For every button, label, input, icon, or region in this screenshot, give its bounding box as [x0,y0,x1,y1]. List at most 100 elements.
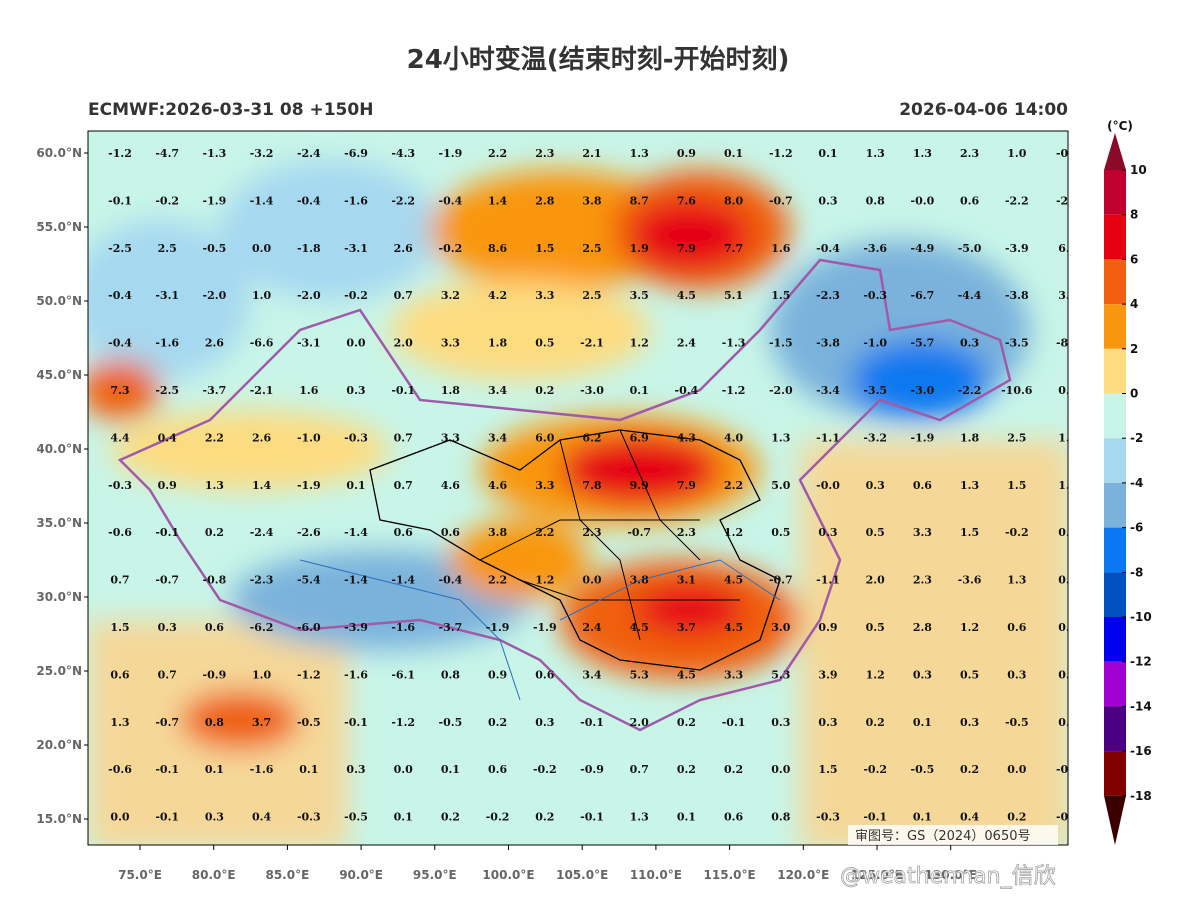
grid-value: 0.3 [1007,668,1026,681]
grid-value: -0.5 [344,811,368,824]
colorbar-label: 2 [1130,342,1138,356]
grid-value: 7.7 [724,242,743,255]
grid-value: -2.2 [1005,194,1029,207]
grid-value: 0.6 [441,526,460,539]
grid-value: -6.1 [391,668,415,681]
grid-value: -6.2 [250,621,274,634]
grid-value: 3.3 [535,479,554,492]
grid-value: 7.8 [582,479,601,492]
grid-value: -0.1 [580,811,604,824]
grid-value: 2.3 [960,147,979,160]
title: 24小时变温(结束时刻-开始时刻) [407,44,790,75]
grid-value: 0.0 [394,763,413,776]
grid-value: 0.7 [158,668,177,681]
grid-value: 0.0 [582,574,601,587]
grid-value: -3.8 [1005,289,1029,302]
grid-value: -3.7 [439,621,463,634]
grid-value: 0.0 [110,811,129,824]
colorbar-label: 0 [1130,387,1138,401]
lat-label: 50.0°N [36,294,82,308]
grid-value: 3.1 [677,574,696,587]
colorbar-segment [1104,617,1126,662]
grid-value: -1.4 [250,194,274,207]
grid-value: 2.5 [158,242,177,255]
grid-value: 1.3 [1007,574,1026,587]
grid-value: 5.0 [771,479,790,492]
grid-value: -0.5 [439,716,463,729]
grid-value: 6. [1058,242,1069,255]
grid-value: 1.3 [866,147,885,160]
lat-label: 35.0°N [36,516,82,530]
grid-value: 2.0 [866,574,885,587]
grid-value: 0.4 [158,431,177,444]
grid-value: 4.5 [724,574,743,587]
grid-value: -2.3 [250,574,274,587]
grid-value: 0.3 [913,668,932,681]
grid-value: -1.9 [297,479,321,492]
grid-value: -0.5 [1005,716,1029,729]
grid-value: 0.7 [394,431,413,444]
grid-value: 7.6 [677,194,696,207]
grid-value: -3.2 [863,431,887,444]
grid-value: -1.3 [203,147,227,160]
grid-value: 2.6 [394,242,413,255]
grid-value: 0.1 [394,811,413,824]
grid-value: -0.3 [108,479,132,492]
grid-value: 3.2 [441,289,460,302]
grid-value: -0.2 [1005,526,1029,539]
grid-value: 1.4 [488,194,507,207]
grid-value: 1.2 [866,668,885,681]
grid-value: -0.9 [580,763,604,776]
colorbar-segment [1104,438,1126,483]
lon-label: 85.0°E [265,868,309,882]
colorbar-unit: (°C) [1107,119,1133,133]
grid-value: 0.3 [960,716,979,729]
grid-value: 0.9 [818,621,837,634]
grid-value: -0.7 [155,574,179,587]
grid-value: 0.5 [866,526,885,539]
grid-value: -2.0 [769,384,793,397]
grid-value: 0.9 [677,147,696,160]
grid-value: -2.4 [297,147,321,160]
grid-value: 9.9 [630,479,649,492]
grid-value: 1.5 [535,242,554,255]
grid-value: 3.3 [441,431,460,444]
grid-value: 0.9 [488,668,507,681]
grid-value: -0.2 [533,763,557,776]
grid-value: 5.3 [771,668,790,681]
colorbar-segment [1104,706,1126,752]
grid-value: 7.3 [110,384,129,397]
grid-value: -0.1 [580,716,604,729]
grid-value: 0.7 [110,574,129,587]
grid-value: -1.9 [439,147,463,160]
grid-value: 2.8 [913,621,932,634]
grid-value: 2.6 [252,431,271,444]
grid-value: 1.3 [630,147,649,160]
grid-value: 2.6 [205,337,224,350]
grid-value: 6.0 [535,431,554,444]
colorbar-segment [1104,170,1126,215]
colorbar-segment [1104,661,1126,707]
grid-value: 3.7 [677,621,696,634]
colorbar-label: -16 [1130,744,1152,758]
grid-value: -3.9 [1005,242,1029,255]
grid-value: 2.0 [630,716,649,729]
grid-value: 0.2 [677,716,696,729]
grid-value: -1.6 [155,337,179,350]
grid-value: 0.0 [1007,763,1026,776]
grid-value: 0.2 [960,763,979,776]
grid-value: 0.1 [913,716,932,729]
grid-value: -0.4 [675,384,699,397]
grid-value: 3.9 [818,668,837,681]
grid-value: -5.7 [911,337,935,350]
grid-value: 0. [1058,668,1069,681]
grid-value: 2.8 [535,194,554,207]
lat-label: 45.0°N [36,368,82,382]
stamp-bg [848,825,1058,845]
grid-value: -1.6 [344,194,368,207]
grid-value: -3.0 [580,384,604,397]
grid-value: -0.1 [722,716,746,729]
grid-value: -0.4 [297,194,321,207]
grid-value: -1.6 [391,621,415,634]
grid-value: -3.6 [958,574,982,587]
